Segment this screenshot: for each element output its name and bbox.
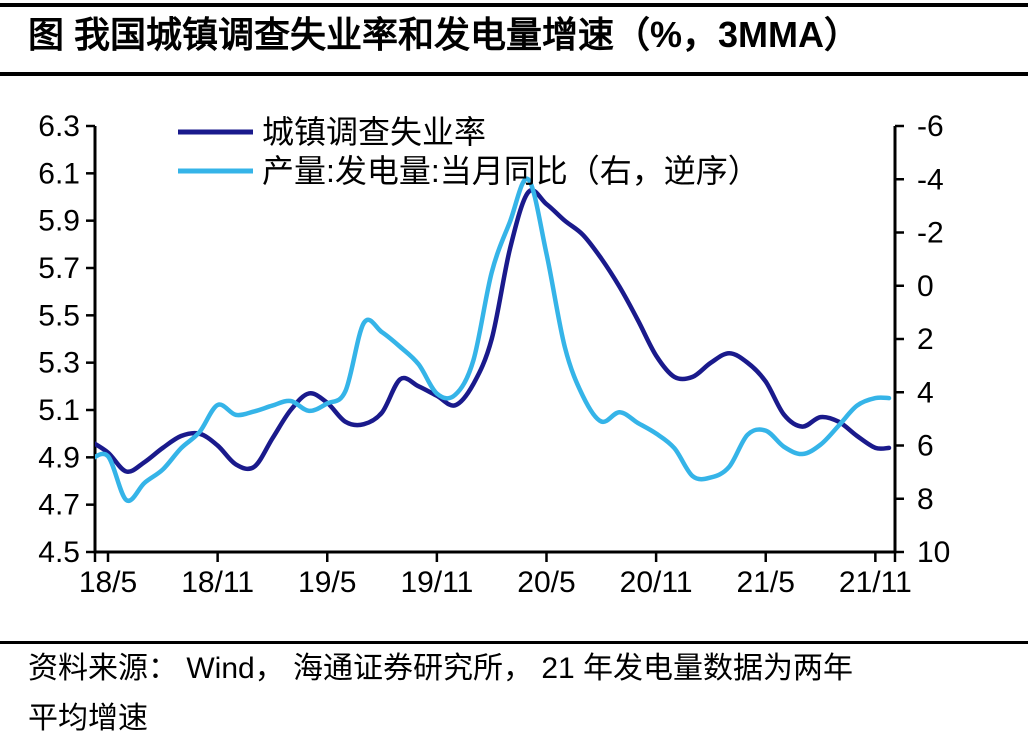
y-axis-right-tick-label: 0 [917,270,934,303]
source-note-line2: 平均增速 [28,702,148,735]
y-axis-left-tick-label: 4.9 [38,441,80,474]
x-axis-tick-label: 19/5 [298,566,356,599]
y-axis-right-tick-label: -4 [917,163,944,196]
y-axis-right-tick-label: 8 [917,483,934,516]
y-axis-right-tick-label: 6 [917,430,934,463]
x-axis-tick-label: 18/11 [181,566,254,599]
title-separator-rule [0,72,1028,76]
axis-lines [93,126,897,554]
y-axis-left-tick-label: 4.5 [38,536,80,569]
y-axis-left-tick-label: 5.3 [38,347,80,380]
y-axis-right-tick-label: 2 [917,323,934,356]
x-axis-tick-label: 20/5 [517,566,575,599]
y-axis-left-tick-label: 4.7 [38,489,80,522]
power-generation-line [95,176,892,504]
source-note-line1: 资料来源： Wind， 海通证券研究所， 21 年发电量数据为两年 [28,652,854,685]
figure-title: 图 我国城镇调查失业率和发电量增速（%，3MMA） [28,14,861,55]
legend-power-label: 产量:发电量:当月同比（右，逆序） [262,153,760,189]
y-axis-right-tick-label: -2 [917,217,944,250]
y-axis-left-tick-label: 5.1 [38,394,80,427]
y-axis-right-tick-label: 10 [917,536,950,569]
source-separator-rule [0,641,1028,644]
y-axis-left-tick-label: 5.9 [38,205,80,238]
top-border-rule [0,3,1028,7]
line-chart: 6.3 6.1 5.9 5.7 5.5 5.3 5.1 4.9 4.7 4.5 -6 -4 -2 0 2 4 6… [38,110,950,599]
x-axis-tick-label: 18/5 [79,566,137,599]
x-axis-tick-label: 19/11 [400,566,473,599]
y-axis-left-tick-label: 6.3 [38,110,80,143]
x-axis-tick-label: 21/11 [839,566,912,599]
y-axis-right-tick-label: 4 [917,376,934,409]
y-axis-left-tick-label: 5.5 [38,299,80,332]
legend-unemployment-label: 城镇调查失业率 [262,114,486,150]
y-axis-left-tick-label: 5.7 [38,252,80,285]
y-axis-right-tick-label: -6 [917,110,944,143]
x-axis-tick-label: 21/5 [737,566,795,599]
unemployment-line [95,188,892,474]
y-axis-left-tick-label: 6.1 [38,157,80,190]
x-axis-tick-label: 20/11 [620,566,693,599]
